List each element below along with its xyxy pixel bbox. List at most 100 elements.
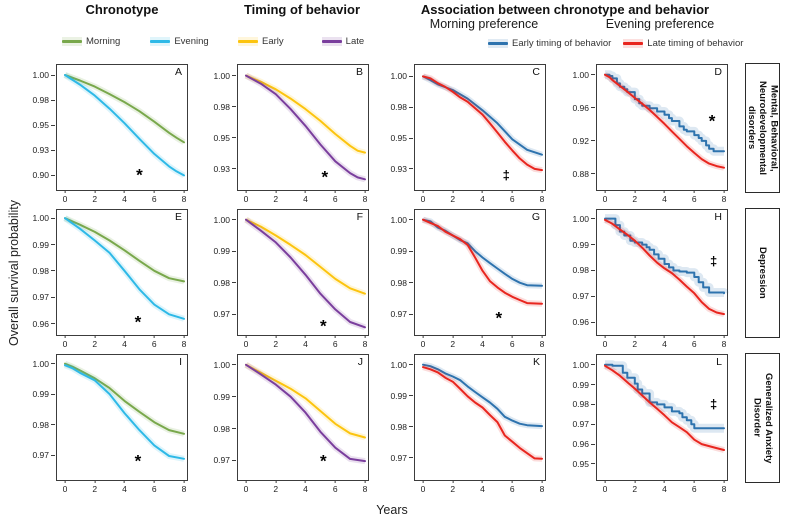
xtick-label: 0	[421, 335, 425, 349]
legend-item-early-timing-of-behavior: Early timing of behavior	[488, 38, 611, 49]
significance-marker: *	[136, 165, 143, 185]
legend-item-morning: Morning	[62, 36, 120, 47]
y-axis-ticks: 1.00 0.99 0.98 0.97	[380, 210, 413, 335]
late-timing-of-behavior-curve	[422, 366, 543, 460]
x-axis-ticks: 0 2 4 6 8	[597, 480, 727, 496]
y-axis-ticks: 1.00 0.99 0.98 0.97	[380, 355, 413, 480]
xtick-label: 0	[603, 335, 607, 349]
morning-curve	[64, 362, 185, 435]
late-timing-of-behavior-curve	[604, 73, 725, 169]
ytick-label: 0.98	[572, 265, 595, 275]
x-axis-ticks: 0 2 4 6 8	[238, 335, 368, 351]
ytick-label: 0.95	[572, 459, 595, 469]
xtick-label: 6	[692, 190, 697, 204]
x-axis-ticks: 0 2 4 6 8	[597, 190, 727, 206]
late-timing-of-behavior-confidence-band	[421, 216, 543, 307]
panel-c: C ‡ 1.00 0.98 0.95 0.93 0 2 4 6 8	[390, 64, 546, 204]
late-timing-of-behavior-curve	[422, 75, 543, 172]
ytick-label: 0.99	[572, 240, 595, 250]
ytick-label: 0.99	[32, 240, 55, 250]
ytick-label: 1.00	[572, 70, 595, 80]
xtick-label: 4	[122, 190, 127, 204]
late-timing-of-behavior-curve	[604, 218, 725, 316]
ytick-label: 1.00	[32, 359, 55, 369]
ytick-label: 0.95	[32, 120, 55, 130]
ytick-label: 0.97	[32, 450, 55, 460]
legend-chronotype: Morning Evening	[62, 36, 209, 47]
x-axis-ticks: 0 2 4 6 8	[415, 480, 545, 496]
row-label-mental-behavioral: Mental, Behavioral, Neurodevelopmental d…	[745, 63, 780, 193]
ytick-label: 0.93	[32, 145, 55, 155]
significance-marker: *	[321, 167, 329, 187]
panel-letter: D	[714, 66, 722, 78]
ytick-label: 0.96	[572, 439, 595, 449]
ytick-label: 0.97	[32, 292, 55, 302]
ytick-label: 0.98	[213, 278, 236, 288]
panel-letter: G	[531, 211, 540, 223]
xtick-label: 8	[182, 190, 186, 204]
ytick-label: 0.97	[390, 453, 413, 463]
significance-marker: *	[495, 308, 503, 328]
xtick-label: 8	[363, 335, 367, 349]
panel-j: J * 1.00 0.99 0.98 0.97 0 2 4 6 8	[213, 354, 369, 494]
subtitle-evening-preference: Evening preference	[605, 17, 715, 31]
y-axis-ticks: 1.00 0.96 0.92 0.88	[562, 65, 595, 190]
ytick-label: 1.00	[32, 70, 55, 80]
x-axis-ticks: 0 2 4 6 8	[57, 190, 187, 206]
late-timing-of-behavior-curve	[422, 218, 543, 305]
ytick-label: 1.00	[390, 71, 413, 81]
ytick-label: 0.99	[572, 380, 595, 390]
xtick-label: 6	[333, 190, 338, 204]
significance-marker: *	[320, 315, 327, 335]
significance-marker: ‡	[709, 253, 718, 269]
evening-curve	[64, 217, 185, 320]
xtick-label: 4	[303, 190, 308, 204]
xtick-label: 4	[122, 335, 127, 349]
xtick-label: 6	[692, 480, 697, 494]
y-axis-ticks: 1.00 0.99 0.98 0.97 0.96	[562, 210, 595, 335]
xtick-label: 0	[603, 190, 607, 204]
ytick-label: 0.88	[572, 169, 595, 179]
ytick-label: 1.00	[213, 360, 236, 370]
ytick-label: 0.96	[32, 319, 55, 329]
legend-line-swatch	[321, 37, 342, 46]
ytick-label: 1.00	[213, 215, 236, 225]
y-axis-ticks: 1.00 0.98 0.95 0.93 0.90	[22, 65, 55, 190]
xtick-label: 0	[244, 480, 248, 494]
x-axis-ticks: 0 2 4 6 8	[415, 335, 545, 351]
xtick-label: 6	[510, 480, 515, 494]
xtick-label: 8	[540, 190, 544, 204]
late-curve	[245, 363, 366, 463]
panel-a: A * 1.00 0.98 0.95 0.93 0.90 0 2 4 6 8	[32, 64, 188, 204]
ytick-label: 0.98	[572, 399, 595, 409]
ytick-label: 0.95	[213, 133, 236, 143]
xtick-label: 8	[722, 335, 726, 349]
xtick-label: 8	[182, 480, 186, 494]
panel-e: E * 1.00 0.99 0.98 0.97 0.96 0 2 4 6 8	[32, 209, 188, 349]
legend-label: Late	[345, 36, 365, 47]
y-axis-ticks: 1.00 0.99 0.98 0.97	[22, 355, 55, 480]
xtick-label: 0	[421, 190, 425, 204]
xtick-label: 4	[303, 335, 308, 349]
xtick-label: 0	[63, 480, 67, 494]
late-curve	[245, 74, 366, 181]
evening-confidence-band	[63, 215, 185, 322]
legend-label: Evening	[174, 36, 209, 47]
significance-marker: ‡	[502, 167, 510, 183]
ytick-label: 1.00	[572, 214, 595, 224]
legend-line-swatch	[150, 37, 171, 46]
xtick-label: 6	[510, 335, 515, 349]
xtick-label: 4	[122, 480, 127, 494]
xtick-label: 6	[510, 190, 515, 204]
panel-l: L ‡ 1.00 0.99 0.98 0.97 0.96 0.95 0 2 4 6 8	[572, 354, 728, 494]
ytick-label: 0.96	[572, 103, 595, 113]
ytick-label: 0.93	[390, 164, 413, 174]
xtick-label: 8	[722, 190, 726, 204]
ytick-label: 1.00	[572, 360, 595, 370]
significance-marker: *	[134, 311, 142, 331]
xtick-label: 2	[273, 480, 278, 494]
xtick-label: 8	[722, 480, 726, 494]
legend-item-early: Early	[238, 36, 284, 47]
ytick-label: 0.98	[390, 422, 413, 432]
xtick-label: 2	[632, 480, 637, 494]
